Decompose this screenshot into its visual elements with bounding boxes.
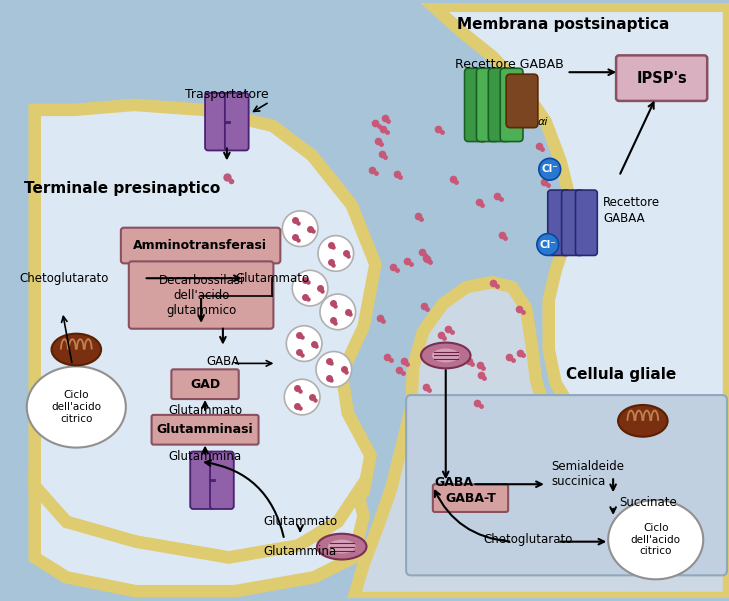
FancyBboxPatch shape: [464, 69, 488, 142]
FancyBboxPatch shape: [616, 55, 707, 101]
Polygon shape: [35, 105, 375, 558]
FancyBboxPatch shape: [121, 228, 281, 263]
Circle shape: [537, 234, 558, 255]
Text: Cl⁻: Cl⁻: [542, 164, 558, 174]
Polygon shape: [433, 6, 729, 448]
Text: GABAA: GABAA: [603, 212, 645, 225]
FancyBboxPatch shape: [129, 261, 273, 329]
Ellipse shape: [52, 334, 101, 365]
Ellipse shape: [286, 326, 322, 361]
Text: Glutammato: Glutammato: [263, 516, 338, 528]
FancyBboxPatch shape: [506, 74, 538, 127]
Ellipse shape: [320, 294, 356, 330]
FancyBboxPatch shape: [500, 69, 523, 142]
Ellipse shape: [421, 343, 470, 368]
FancyBboxPatch shape: [171, 370, 238, 399]
Text: GABA: GABA: [434, 476, 474, 489]
Text: Ciclo
dell'acido
citrico: Ciclo dell'acido citrico: [51, 391, 101, 424]
Text: Glutammina: Glutammina: [168, 450, 241, 463]
Text: GABA: GABA: [206, 355, 240, 368]
FancyBboxPatch shape: [561, 190, 583, 255]
FancyBboxPatch shape: [547, 190, 569, 255]
Text: Ciclo
dell'acido
citrico: Ciclo dell'acido citrico: [631, 523, 681, 557]
Text: Amminotransferasi: Amminotransferasi: [133, 239, 267, 252]
Text: Chetoglutarato: Chetoglutarato: [20, 272, 109, 285]
FancyBboxPatch shape: [205, 93, 229, 150]
FancyBboxPatch shape: [575, 190, 597, 255]
Ellipse shape: [318, 236, 354, 271]
Ellipse shape: [432, 349, 459, 362]
FancyBboxPatch shape: [406, 395, 727, 575]
Text: Membrana postsinaptica: Membrana postsinaptica: [457, 17, 670, 32]
FancyBboxPatch shape: [477, 69, 499, 142]
Text: Recettore GABAB: Recettore GABAB: [455, 58, 564, 72]
FancyBboxPatch shape: [152, 415, 259, 445]
Text: Chetoglutarato: Chetoglutarato: [483, 533, 573, 546]
Text: GABA-T: GABA-T: [445, 492, 496, 505]
Text: Recettore: Recettore: [603, 197, 660, 209]
Text: GAD: GAD: [190, 377, 220, 391]
Text: αi: αi: [538, 117, 548, 127]
Text: Cl⁻: Cl⁻: [539, 240, 556, 249]
Text: Decarbossilasi
dell'acido
glutammico: Decarbossilasi dell'acido glutammico: [158, 273, 243, 317]
Text: IPSP's: IPSP's: [636, 71, 687, 86]
Text: Cellula gliale: Cellula gliale: [566, 367, 677, 382]
Text: Glutammato: Glutammato: [168, 404, 242, 418]
Ellipse shape: [317, 534, 367, 560]
Text: Terminale presinaptico: Terminale presinaptico: [24, 181, 220, 196]
FancyBboxPatch shape: [190, 451, 214, 509]
FancyBboxPatch shape: [225, 93, 249, 150]
Ellipse shape: [608, 500, 703, 579]
Text: Succinate: Succinate: [619, 496, 677, 508]
Circle shape: [539, 159, 561, 180]
Ellipse shape: [282, 211, 318, 246]
Ellipse shape: [284, 379, 320, 415]
Ellipse shape: [328, 540, 356, 554]
Text: Semialdeide
succinica: Semialdeide succinica: [552, 460, 625, 489]
Text: Trasportatore: Trasportatore: [185, 88, 269, 101]
Ellipse shape: [316, 352, 351, 387]
Text: Glutammato: Glutammato: [235, 272, 310, 285]
Polygon shape: [35, 486, 364, 591]
FancyBboxPatch shape: [210, 451, 234, 509]
Text: Glutamminasi: Glutamminasi: [157, 423, 254, 436]
FancyBboxPatch shape: [433, 484, 508, 512]
Text: Glutammina: Glutammina: [264, 545, 337, 558]
Polygon shape: [354, 282, 729, 598]
FancyBboxPatch shape: [488, 69, 511, 142]
Ellipse shape: [27, 367, 126, 448]
Ellipse shape: [618, 405, 668, 437]
Ellipse shape: [292, 270, 328, 306]
